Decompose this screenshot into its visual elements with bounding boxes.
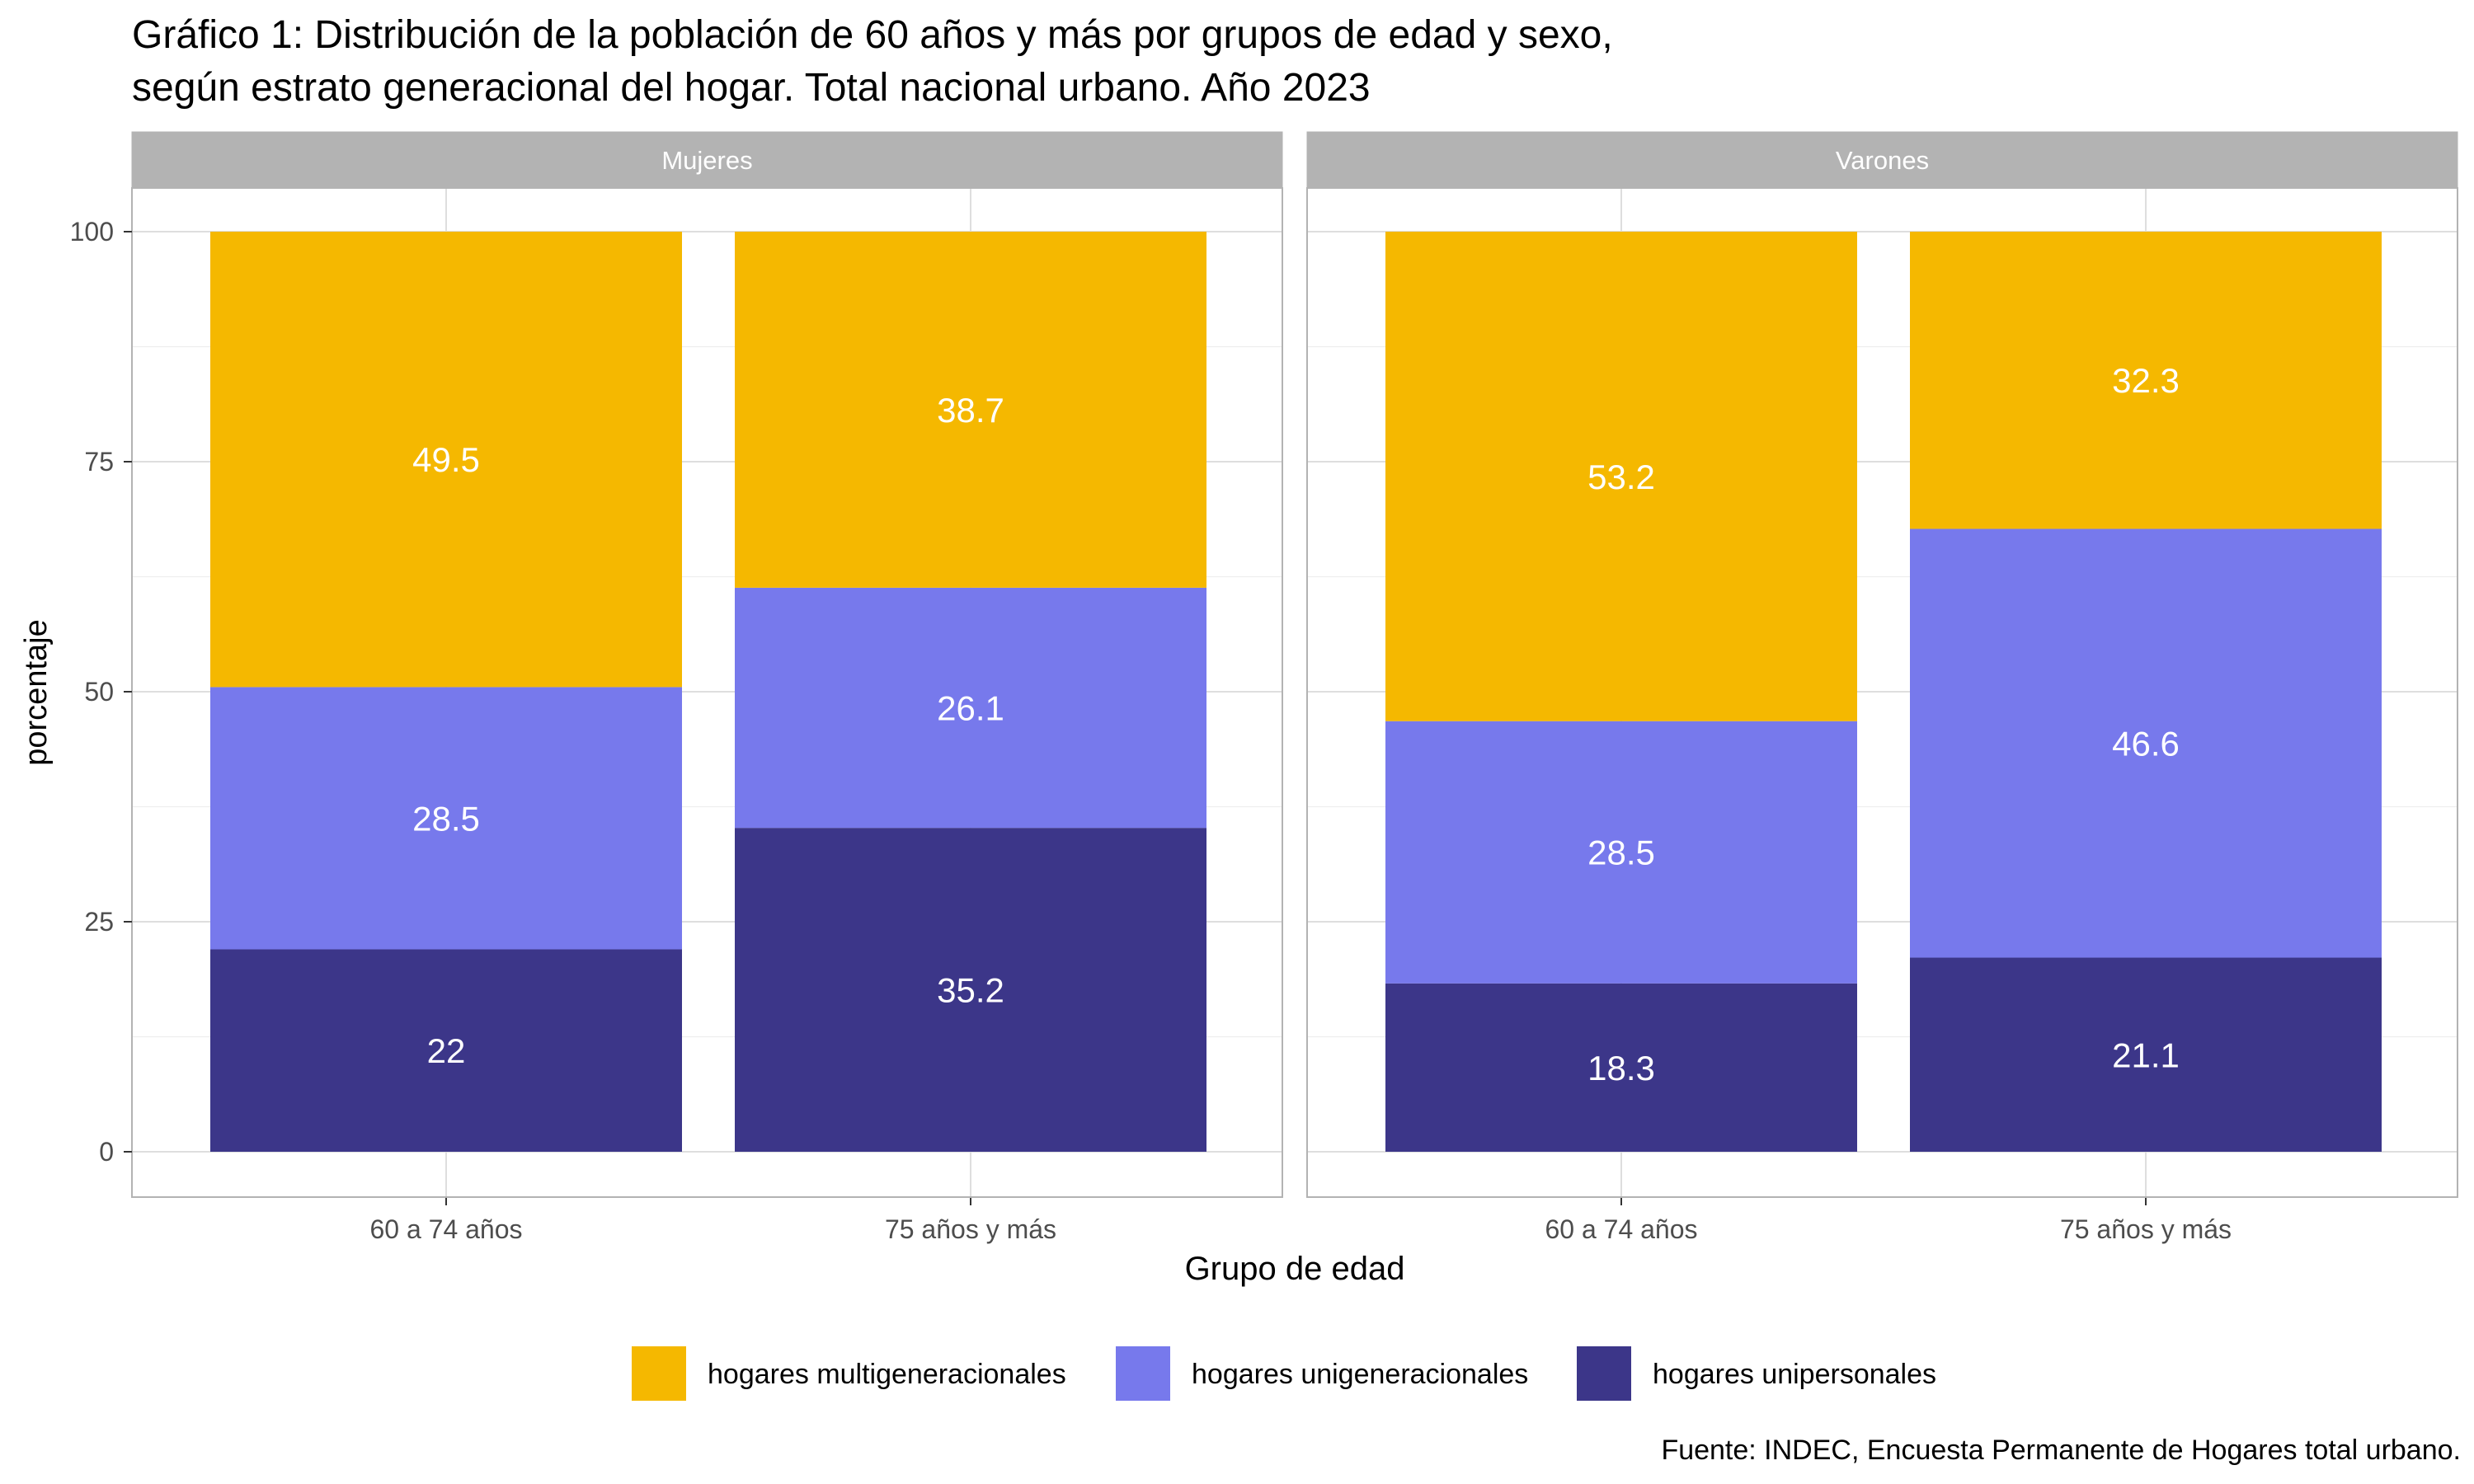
data-label: 28.5 [1587,834,1655,872]
legend-swatch [632,1346,686,1401]
y-axis-label: porcentaje [19,619,54,765]
bar-segment [1910,232,2382,529]
legend-item: hogares unigeneracionales [1116,1346,1528,1401]
data-label: 46.6 [2112,724,2180,763]
bar-segment [735,828,1206,1152]
legend-label: hogares unipersonales [1653,1359,1936,1390]
stacked-bar: 21.1 46.6 32.3 [1910,232,2382,1152]
data-label: 49.5 [412,440,480,479]
legend-label: hogares multigeneracionales [708,1359,1066,1390]
y-tick-label: 0 [99,1137,114,1167]
bar-segment [735,587,1206,829]
facet-strip [1306,131,2458,189]
facet-panel-varones: Varones 18.3 28.5 53.2 60 a 74 años 21.1 46.6 3… [1306,131,2458,1244]
y-tick-label: 25 [84,907,114,937]
bar-segment [735,232,1206,588]
stacked-bar: 22 28.5 49.5 [210,232,682,1152]
bar-segment [1910,957,2382,1152]
x-axis-label: Grupo de edad [1185,1251,1405,1287]
facet-strip [131,131,1283,189]
bar-segment [210,232,682,688]
legend-swatch [1577,1346,1631,1401]
data-label: 28.5 [412,799,480,838]
data-label: 26.1 [937,689,1004,728]
data-label: 32.3 [2112,361,2180,400]
chart-title-line-1: Gráfico 1: Distribución de la población … [132,13,1613,57]
facet-strip-label: Varones [1836,146,1929,175]
panel-border [1306,187,2458,1198]
x-tick-label: 60 a 74 años [1545,1214,1697,1244]
source-note: Fuente: INDEC, Encuesta Permanente de Ho… [1661,1435,2461,1466]
x-tick-label: 75 años y más [2060,1214,2232,1244]
x-tick-label: 75 años y más [885,1214,1056,1244]
chart-title-line-2: según estrato generacional del hogar. To… [132,66,1371,110]
bar-segment [1385,983,1857,1152]
stacked-bar: 18.3 28.5 53.2 [1385,232,1857,1152]
y-tick-label: 50 [84,677,114,707]
x-tick-label: 60 a 74 años [369,1214,522,1244]
bar-segment [1385,232,1857,721]
legend: hogares multigeneracionales hogares unige… [632,1346,1936,1401]
data-label: 22 [427,1031,466,1070]
facet-panels: Mujeres 22 28.5 49.5 60 a 74 años 35.2 26.1 38.… [131,131,2458,1244]
facet-strip-label: Mujeres [661,146,752,175]
y-axis: 0 25 50 75 100 [70,217,132,1167]
y-tick-label: 75 [84,447,114,477]
facet-panel-mujeres: Mujeres 22 28.5 49.5 60 a 74 años 35.2 26.1 38.… [131,131,1283,1244]
data-label: 21.1 [2112,1036,2180,1074]
data-label: 38.7 [937,391,1004,430]
stacked-bar: 35.2 26.1 38.7 [735,232,1206,1152]
legend-swatch [1116,1346,1170,1401]
data-label: 53.2 [1587,458,1655,496]
y-tick-label: 100 [70,217,114,247]
bar-segment [1385,721,1857,984]
bar-segment [210,687,682,950]
legend-item: hogares unipersonales [1577,1346,1936,1401]
data-label: 35.2 [937,971,1004,1010]
data-label: 18.3 [1587,1049,1655,1087]
bar-segment [1910,528,2382,958]
bar-segment [210,949,682,1152]
legend-item: hogares multigeneracionales [632,1346,1066,1401]
legend-label: hogares unigeneracionales [1192,1359,1528,1390]
